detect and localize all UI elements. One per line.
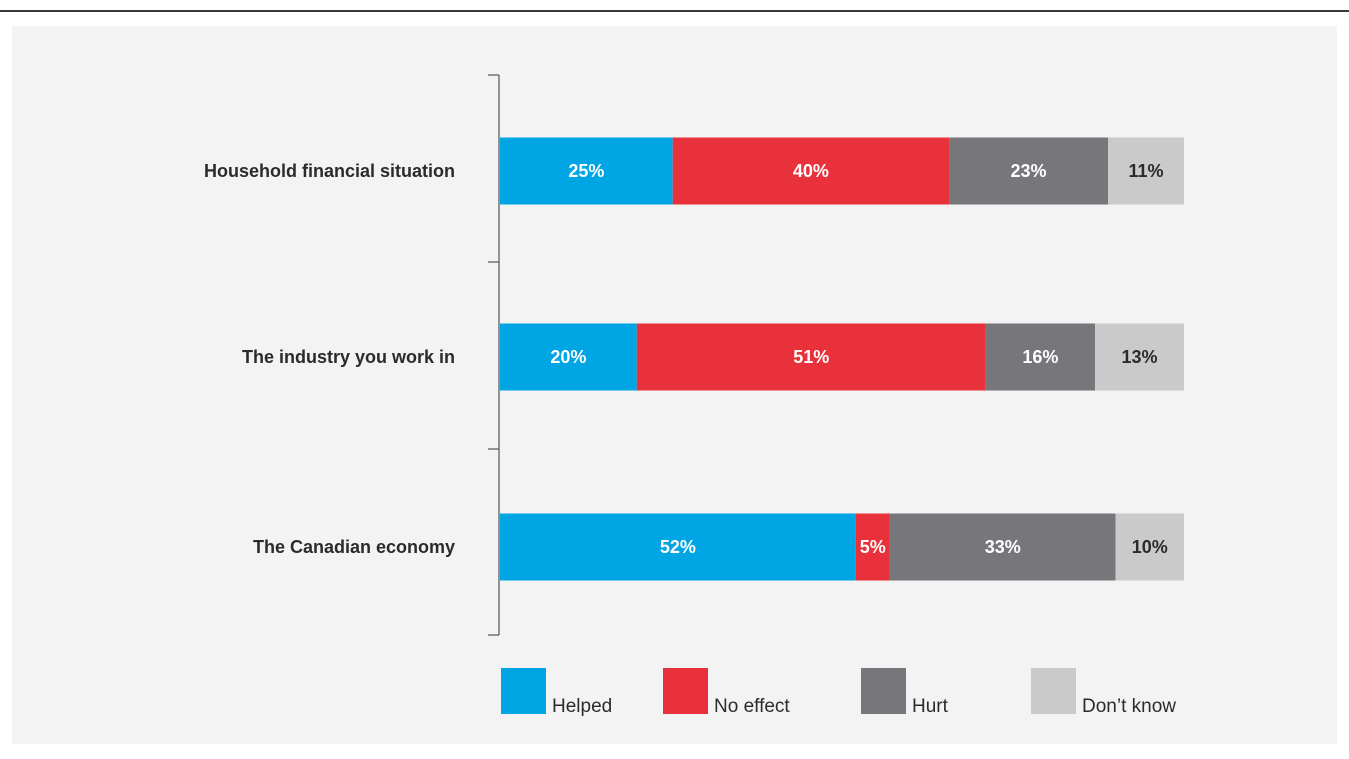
bar-segment-household-financial-situation-helped [500,137,673,205]
category-label-the-industry-you-work-in: The industry you work in [242,347,455,367]
legend-swatch-hurt [861,668,906,714]
bar-segment-the-canadian-economy-no-effect [855,513,890,581]
bar-segment-the-canadian-economy-don-t-know [1115,513,1184,581]
bar-segment-household-financial-situation-hurt [949,137,1108,205]
category-label-the-canadian-economy: The Canadian economy [253,537,455,557]
category-label-household-financial-situation: Household financial situation [204,161,455,181]
legend: Helped No effect Hurt Don’t know [501,668,1176,717]
bar-segment-the-canadian-economy-hurt [889,513,1116,581]
legend-label-hurt: Hurt [912,696,949,717]
bar-segment-the-industry-you-work-in-don-t-know [1095,323,1184,391]
legend-swatch-no-effect [663,668,708,714]
bar-segment-the-industry-you-work-in-no-effect [636,323,986,391]
legend-label-helped: Helped [552,696,612,717]
data-label-the-canadian-economy-don-t-know: 10% [1132,537,1168,557]
category-axis [488,74,500,636]
legend-swatch-helped [501,668,546,714]
bar-segment-household-financial-situation-no-effect [672,137,950,205]
data-label-household-financial-situation-don-t-know: 11% [1128,161,1163,181]
data-label-household-financial-situation-no-effect: 40% [793,161,829,181]
data-label-the-industry-you-work-in-helped: 20% [550,347,586,367]
data-label-the-canadian-economy-hurt: 33% [985,537,1021,557]
data-label-the-canadian-economy-no-effect: 5% [860,537,886,557]
legend-swatch-don-t-know [1031,668,1076,714]
category-labels: Household financial situation The industr… [204,161,455,557]
data-label-the-canadian-economy-helped: 52% [660,537,696,557]
legend-label-don-t-know: Don’t know [1082,696,1176,717]
bar-segment-household-financial-situation-don-t-know [1108,137,1184,205]
data-label-the-industry-you-work-in-no-effect: 51% [793,347,829,367]
bars: 25% 40% 23% 11% 20% 51% 16% 13% 52% 5% 33% 10% [500,137,1184,581]
data-label-the-industry-you-work-in-hurt: 16% [1022,347,1058,367]
bar-segment-the-industry-you-work-in-helped [500,323,637,391]
data-label-household-financial-situation-hurt: 23% [1011,161,1047,181]
data-label-the-industry-you-work-in-don-t-know: 13% [1122,347,1158,367]
legend-label-no-effect: No effect [714,696,790,717]
bar-segment-the-canadian-economy-helped [500,513,856,581]
data-label-household-financial-situation-helped: 25% [568,161,604,181]
bar-segment-the-industry-you-work-in-hurt [985,323,1096,391]
top-rule [0,10,1349,12]
